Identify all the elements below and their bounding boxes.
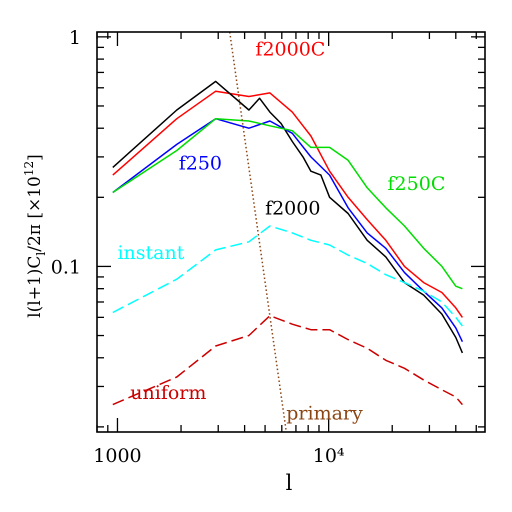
annotation-f2000C: f2000C (255, 38, 325, 60)
x-axis-label: l (286, 471, 293, 495)
y-axis-label-main: l(l+1)C (25, 256, 45, 318)
x-tick-label: 10⁴ (313, 445, 345, 467)
series-line-f2000C (112, 90, 464, 318)
series-line-series-1 (112, 80, 464, 354)
series-line-f250 (112, 117, 464, 343)
y-axis-label-exp: 12 (22, 161, 36, 176)
y-axis-label: l(l+1)Cl/2π [×1012] (22, 154, 48, 318)
annotation-instant: instant (117, 242, 184, 264)
plot-frame (96, 31, 486, 433)
y-axis-label-sub: l (34, 252, 48, 256)
series-line-instant (112, 225, 463, 327)
annotation-f250C: f250C (388, 173, 446, 195)
y-axis-label-close: ] (25, 154, 45, 161)
annotation-uniform: uniform (130, 382, 206, 404)
series-line-f250C (112, 117, 463, 290)
series-line-primary (228, 32, 288, 432)
annotation-primary: primary (286, 403, 363, 425)
series-line-uniform (112, 314, 463, 406)
annotation-f2000: f2000 (265, 198, 320, 220)
y-axis-label-tail: /2π [×10 (25, 176, 45, 252)
y-tick-label: 0.1 (51, 256, 81, 278)
x-tick-label: 1000 (93, 445, 141, 467)
plot-area: 1000 10⁴ 1 0.1 f2000C f250 f2000 f250C instant un… (51, 27, 486, 467)
annotation-f250: f250 (179, 152, 222, 174)
y-tick-label: 1 (69, 27, 81, 49)
